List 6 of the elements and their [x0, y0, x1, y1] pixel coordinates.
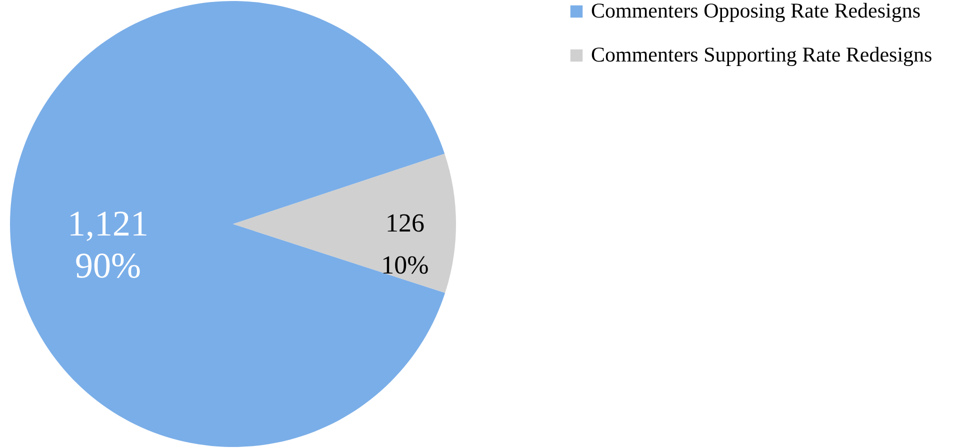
legend-label: Commenters Supporting Rate Redesigns: [591, 42, 932, 66]
data-label: 1,121 90%: [68, 203, 148, 286]
pie-slice: [233, 154, 456, 293]
data-label: 126 10%: [381, 208, 429, 280]
legend-label: Commenters Opposing Rate Redesigns: [591, 0, 921, 22]
pie-slice: [10, 1, 446, 447]
